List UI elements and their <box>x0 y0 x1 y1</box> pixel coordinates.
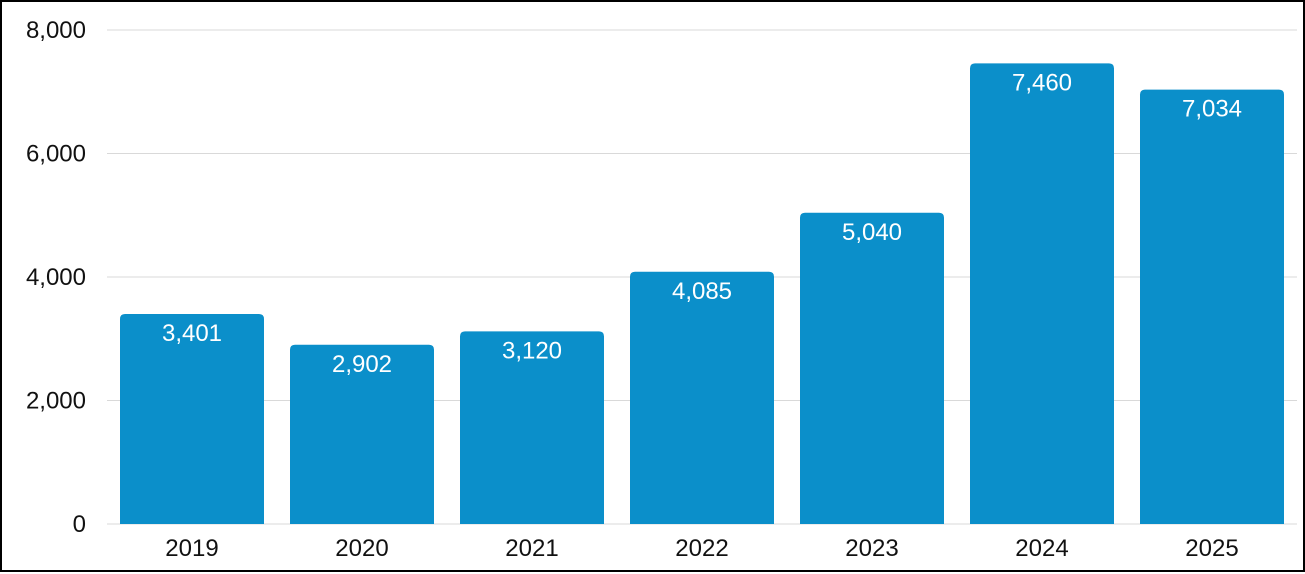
x-axis-tick-labels: 2019 2020 2021 2022 2023 2024 2025 <box>165 535 1238 562</box>
bar-value-label: 7,034 <box>1182 96 1242 123</box>
bar-value-label: 7,460 <box>1012 69 1072 96</box>
x-tick-label: 2023 <box>845 535 898 562</box>
x-tick-label: 2019 <box>165 535 218 562</box>
x-tick-label: 2020 <box>335 535 388 562</box>
bar-value-label: 2,902 <box>332 351 392 378</box>
bar-2022 <box>630 271 774 524</box>
y-axis-tick-labels: 0 2,000 4,000 6,000 8,000 <box>26 17 86 538</box>
bar-value-label: 3,120 <box>502 337 562 364</box>
bar-2023 <box>800 212 944 524</box>
bar-2024 <box>970 63 1114 524</box>
bar-value-label: 5,040 <box>842 219 902 246</box>
bar-value-labels: 3,401 2,902 3,120 4,085 5,040 7,460 7,034 <box>162 69 1242 377</box>
bar-value-label: 3,401 <box>162 320 222 347</box>
bar-2025 <box>1140 89 1284 524</box>
x-tick-label: 2021 <box>505 535 558 562</box>
y-tick-label: 2,000 <box>26 388 86 415</box>
bar-2020 <box>290 344 434 524</box>
bar-value-label: 4,085 <box>672 278 732 305</box>
bar-2021 <box>460 331 604 524</box>
x-tick-label: 2024 <box>1015 535 1068 562</box>
y-tick-label: 8,000 <box>26 17 86 44</box>
y-tick-label: 4,000 <box>26 264 86 291</box>
x-tick-label: 2022 <box>675 535 728 562</box>
y-tick-label: 6,000 <box>26 141 86 168</box>
x-tick-label: 2025 <box>1185 535 1238 562</box>
y-tick-label: 0 <box>73 511 86 538</box>
bars <box>120 63 1284 524</box>
bar-2019 <box>120 313 264 524</box>
